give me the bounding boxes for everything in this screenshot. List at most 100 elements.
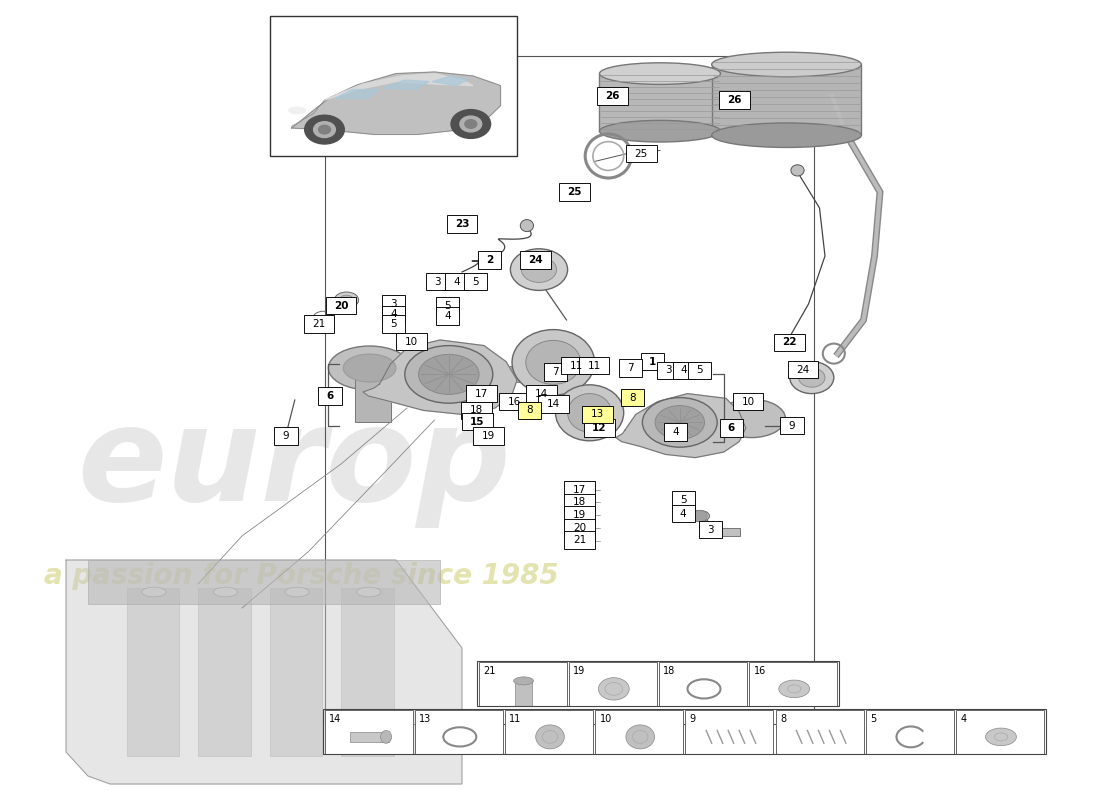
Bar xyxy=(462,413,493,430)
Text: 5: 5 xyxy=(680,495,686,505)
Polygon shape xyxy=(66,560,462,784)
Ellipse shape xyxy=(343,354,396,382)
Circle shape xyxy=(790,362,834,394)
Text: 25: 25 xyxy=(566,187,582,197)
Circle shape xyxy=(442,301,455,310)
Circle shape xyxy=(510,249,568,290)
Bar xyxy=(559,183,590,201)
Text: 11: 11 xyxy=(509,714,521,723)
Ellipse shape xyxy=(418,354,478,394)
Bar xyxy=(582,406,613,423)
Bar xyxy=(477,251,502,269)
Text: 5: 5 xyxy=(870,714,877,723)
Polygon shape xyxy=(292,72,500,134)
Ellipse shape xyxy=(440,301,458,310)
Text: 25: 25 xyxy=(635,149,648,158)
Text: 10: 10 xyxy=(741,397,755,406)
Bar xyxy=(126,588,179,756)
Text: 14: 14 xyxy=(535,389,548,398)
Bar xyxy=(788,361,818,378)
Text: 9: 9 xyxy=(690,714,696,723)
Bar xyxy=(595,710,683,754)
Polygon shape xyxy=(616,394,746,458)
Text: 10: 10 xyxy=(600,714,612,723)
Text: 22: 22 xyxy=(782,338,797,347)
Bar xyxy=(664,423,686,441)
Text: 14: 14 xyxy=(329,714,341,723)
Ellipse shape xyxy=(791,165,804,176)
Text: 3: 3 xyxy=(707,525,714,534)
Bar xyxy=(712,65,861,135)
Polygon shape xyxy=(363,340,517,414)
Text: 9: 9 xyxy=(283,431,289,441)
Ellipse shape xyxy=(381,730,392,743)
Ellipse shape xyxy=(536,725,564,749)
Bar xyxy=(659,662,747,706)
Bar xyxy=(689,362,712,379)
Text: 5: 5 xyxy=(390,319,397,329)
Ellipse shape xyxy=(339,295,353,305)
Bar xyxy=(270,16,517,156)
Text: 3: 3 xyxy=(666,366,672,375)
Bar xyxy=(466,385,497,402)
Bar xyxy=(866,710,954,754)
Ellipse shape xyxy=(600,121,720,142)
Bar xyxy=(620,389,645,406)
Text: 19: 19 xyxy=(482,431,495,441)
Text: 17: 17 xyxy=(573,485,586,494)
Circle shape xyxy=(799,368,825,387)
Bar xyxy=(478,662,566,706)
Bar xyxy=(774,334,805,351)
Text: 8: 8 xyxy=(526,406,532,415)
Text: 4: 4 xyxy=(444,311,451,321)
Bar xyxy=(324,710,412,754)
Bar xyxy=(427,273,450,290)
Text: 18: 18 xyxy=(573,498,586,507)
Text: 1: 1 xyxy=(649,357,656,366)
Bar xyxy=(461,402,492,419)
Bar xyxy=(436,297,460,314)
Bar xyxy=(198,588,251,756)
Text: 7: 7 xyxy=(552,367,559,377)
Text: 3: 3 xyxy=(390,299,397,309)
Text: 5: 5 xyxy=(472,277,478,286)
Bar xyxy=(597,87,628,105)
Ellipse shape xyxy=(779,680,810,698)
Text: 12: 12 xyxy=(592,423,607,433)
Bar xyxy=(640,353,664,370)
Bar xyxy=(658,362,680,379)
Polygon shape xyxy=(324,74,473,100)
Bar xyxy=(341,588,394,756)
Ellipse shape xyxy=(712,123,861,147)
Text: 26: 26 xyxy=(605,91,620,101)
Text: 16: 16 xyxy=(754,666,766,675)
Bar xyxy=(781,417,803,434)
Ellipse shape xyxy=(626,725,654,749)
Bar xyxy=(579,357,609,374)
Text: 21: 21 xyxy=(312,319,326,329)
Text: 13: 13 xyxy=(591,410,604,419)
Text: 10: 10 xyxy=(405,337,418,346)
Ellipse shape xyxy=(986,728,1016,746)
Text: 6: 6 xyxy=(327,391,333,401)
Text: 4: 4 xyxy=(960,714,967,723)
Text: 24: 24 xyxy=(796,365,810,374)
Text: 4: 4 xyxy=(390,310,397,319)
Ellipse shape xyxy=(556,385,624,441)
Bar xyxy=(749,662,837,706)
Text: 4: 4 xyxy=(680,509,686,518)
Ellipse shape xyxy=(285,587,309,597)
Bar xyxy=(396,333,427,350)
Text: 23: 23 xyxy=(454,219,470,229)
Text: 2: 2 xyxy=(486,255,493,265)
Text: 5: 5 xyxy=(696,366,703,375)
Bar xyxy=(564,506,595,524)
Bar xyxy=(415,710,503,754)
Ellipse shape xyxy=(598,678,629,700)
Ellipse shape xyxy=(642,398,717,447)
Ellipse shape xyxy=(573,515,593,528)
Text: 26: 26 xyxy=(727,95,742,105)
Bar xyxy=(436,307,460,325)
Bar xyxy=(383,295,405,313)
Ellipse shape xyxy=(213,587,238,597)
